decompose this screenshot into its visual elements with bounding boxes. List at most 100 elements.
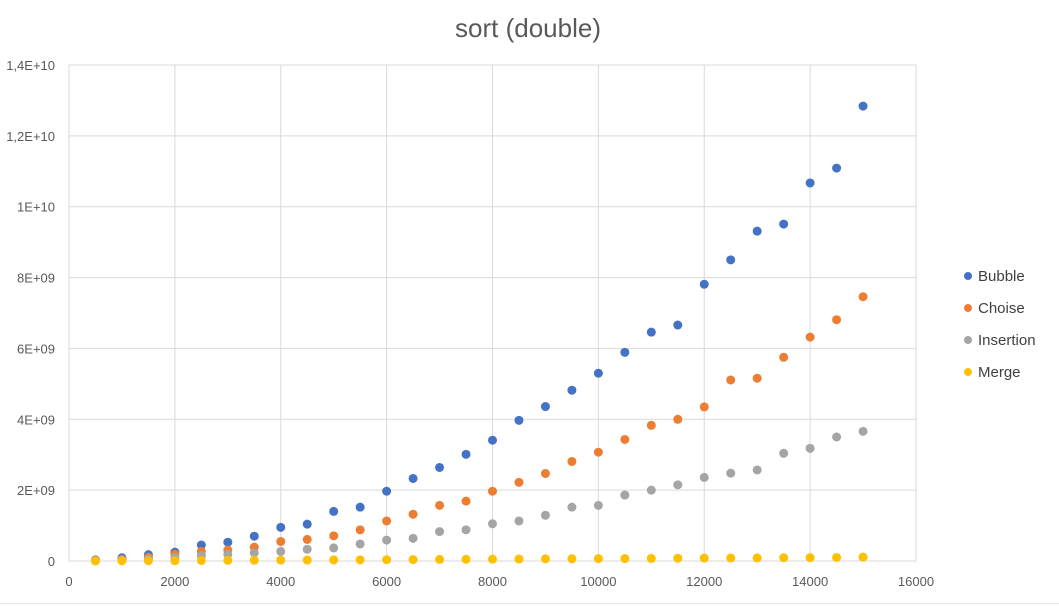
x-tick-label: 2000 bbox=[160, 574, 189, 589]
data-point bbox=[752, 226, 762, 236]
legend: Bubble Choise Insertion Merge bbox=[964, 268, 1036, 381]
legend-label: Merge bbox=[978, 364, 1021, 381]
data-point bbox=[488, 519, 497, 529]
series-insertion bbox=[90, 426, 868, 566]
legend-marker bbox=[964, 368, 972, 376]
data-point bbox=[779, 219, 789, 229]
data-point bbox=[726, 375, 736, 385]
data-point bbox=[117, 556, 127, 566]
data-point bbox=[196, 555, 206, 565]
data-point bbox=[567, 385, 577, 395]
data-point bbox=[355, 555, 365, 565]
data-point bbox=[805, 443, 815, 453]
x-tick-label: 6000 bbox=[372, 574, 401, 589]
data-point bbox=[699, 279, 709, 289]
data-point bbox=[382, 555, 392, 565]
y-tick-label: 0 bbox=[48, 554, 55, 569]
data-point bbox=[488, 435, 497, 445]
x-tick-label: 4000 bbox=[266, 574, 295, 589]
data-point bbox=[832, 163, 842, 173]
y-axis-tick-labels: 0 2E+09 4E+09 6E+09 8E+09 1E+10 1,2E+10 1,4E+10 bbox=[6, 58, 55, 569]
data-point bbox=[699, 402, 709, 412]
data-point bbox=[408, 533, 418, 543]
y-tick-label: 4E+09 bbox=[17, 412, 55, 427]
data-point bbox=[249, 531, 259, 541]
data-point bbox=[329, 506, 339, 516]
legend-marker bbox=[964, 272, 972, 280]
data-point bbox=[276, 555, 286, 565]
legend-label: Choise bbox=[978, 300, 1025, 317]
data-point bbox=[673, 480, 683, 490]
data-point bbox=[355, 525, 365, 535]
data-point bbox=[276, 522, 286, 532]
data-point bbox=[196, 540, 206, 550]
data-point bbox=[408, 473, 418, 483]
data-point bbox=[408, 555, 418, 565]
data-point bbox=[779, 448, 789, 458]
y-tick-label: 6E+09 bbox=[17, 341, 55, 356]
data-point bbox=[461, 496, 471, 506]
data-point bbox=[540, 468, 550, 478]
data-point bbox=[514, 415, 524, 425]
data-point bbox=[143, 556, 153, 566]
data-point bbox=[302, 555, 312, 565]
data-point bbox=[461, 525, 471, 535]
data-point bbox=[249, 555, 259, 565]
data-point bbox=[699, 553, 709, 563]
data-point bbox=[646, 485, 656, 495]
data-point bbox=[646, 420, 656, 430]
data-point bbox=[620, 554, 630, 564]
data-point bbox=[858, 426, 868, 436]
x-tick-label: 14000 bbox=[792, 574, 828, 589]
data-point bbox=[620, 434, 630, 444]
data-point bbox=[726, 468, 736, 478]
chart-title: sort (double) bbox=[455, 13, 601, 43]
data-point bbox=[302, 544, 312, 554]
data-point bbox=[461, 554, 471, 564]
data-point bbox=[593, 500, 603, 510]
data-point bbox=[223, 537, 233, 547]
data-point bbox=[593, 368, 603, 378]
y-tick-label: 1,4E+10 bbox=[6, 58, 55, 73]
data-point bbox=[620, 490, 630, 500]
legend-label: Insertion bbox=[978, 332, 1036, 349]
data-point bbox=[646, 327, 656, 337]
data-point bbox=[832, 315, 842, 325]
data-point bbox=[461, 449, 471, 459]
data-point bbox=[567, 456, 577, 466]
data-point bbox=[699, 472, 709, 482]
data-point bbox=[170, 556, 180, 566]
data-point bbox=[593, 554, 603, 564]
data-point bbox=[726, 553, 736, 563]
data-point bbox=[355, 502, 365, 512]
gridlines bbox=[68, 64, 917, 562]
data-point bbox=[858, 552, 868, 562]
data-point bbox=[488, 554, 497, 564]
data-point bbox=[646, 553, 656, 563]
x-tick-label: 8000 bbox=[478, 574, 507, 589]
data-point bbox=[540, 402, 550, 412]
data-point bbox=[514, 477, 524, 487]
series-merge bbox=[90, 552, 868, 566]
x-tick-label: 16000 bbox=[898, 574, 934, 589]
series-bubble bbox=[90, 101, 868, 565]
data-point bbox=[355, 539, 365, 549]
data-point bbox=[567, 502, 577, 512]
data-point bbox=[673, 414, 683, 424]
data-point bbox=[858, 101, 868, 111]
data-point bbox=[329, 531, 339, 541]
data-point bbox=[329, 543, 339, 553]
y-tick-label: 2E+09 bbox=[17, 483, 55, 498]
data-point bbox=[779, 553, 789, 563]
data-point bbox=[435, 462, 445, 472]
x-tick-label: 0 bbox=[65, 574, 72, 589]
data-point bbox=[832, 552, 842, 562]
y-tick-label: 8E+09 bbox=[17, 271, 55, 286]
data-point bbox=[276, 537, 286, 547]
legend-label: Bubble bbox=[978, 268, 1025, 285]
data-point bbox=[223, 555, 233, 565]
x-tick-label: 10000 bbox=[580, 574, 616, 589]
data-point bbox=[832, 432, 842, 442]
data-point bbox=[302, 519, 312, 529]
